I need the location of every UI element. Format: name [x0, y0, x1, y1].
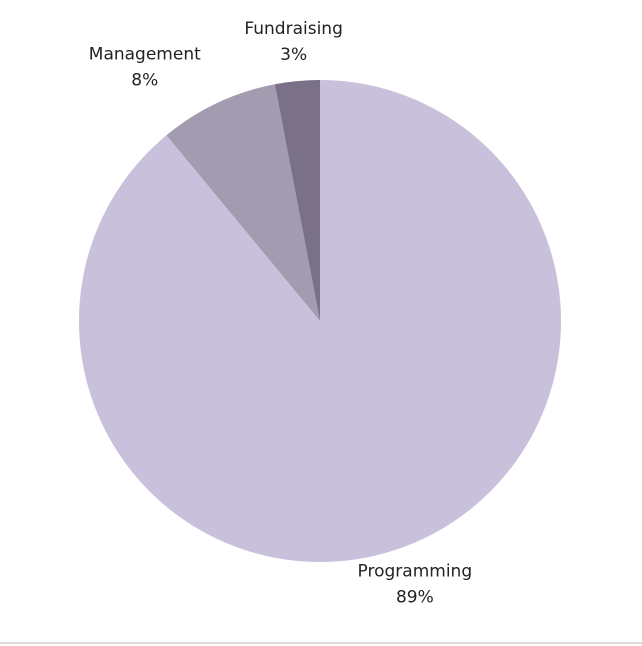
slice-value-label: 3%: [280, 45, 307, 65]
slice-value-label: 89%: [396, 587, 434, 607]
slice-label: Programming: [358, 561, 473, 581]
slice-value-label: 8%: [131, 71, 158, 91]
pie-slice: [166, 84, 320, 322]
slice-label: Fundraising: [244, 19, 342, 39]
pie-slice: [274, 80, 320, 321]
slice-label: Management: [89, 45, 201, 65]
